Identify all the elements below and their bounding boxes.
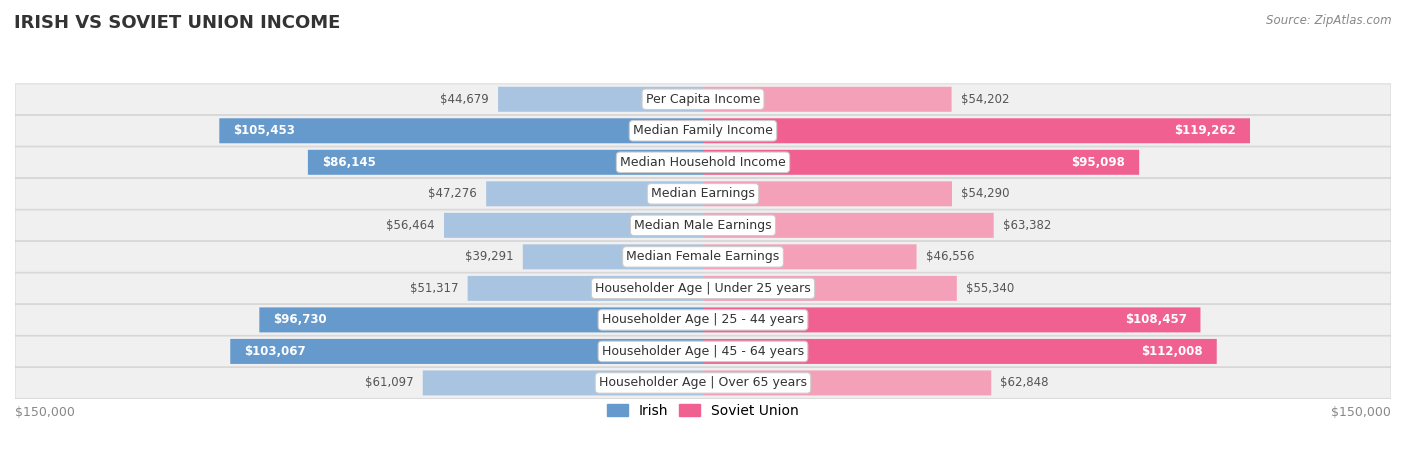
Text: $150,000: $150,000 — [15, 406, 75, 419]
FancyBboxPatch shape — [703, 213, 994, 238]
Text: Householder Age | Over 65 years: Householder Age | Over 65 years — [599, 376, 807, 389]
FancyBboxPatch shape — [15, 115, 1391, 146]
FancyBboxPatch shape — [703, 181, 952, 206]
FancyBboxPatch shape — [498, 87, 703, 112]
FancyBboxPatch shape — [15, 336, 1391, 367]
Text: $108,457: $108,457 — [1125, 313, 1187, 326]
FancyBboxPatch shape — [703, 118, 1250, 143]
FancyBboxPatch shape — [703, 150, 1139, 175]
FancyBboxPatch shape — [423, 370, 703, 396]
FancyBboxPatch shape — [15, 273, 1391, 304]
FancyBboxPatch shape — [231, 339, 703, 364]
Legend: Irish, Soviet Union: Irish, Soviet Union — [602, 398, 804, 423]
FancyBboxPatch shape — [219, 118, 703, 143]
Text: Per Capita Income: Per Capita Income — [645, 93, 761, 106]
Text: $62,848: $62,848 — [1001, 376, 1049, 389]
FancyBboxPatch shape — [703, 276, 957, 301]
Text: Householder Age | 25 - 44 years: Householder Age | 25 - 44 years — [602, 313, 804, 326]
Text: Householder Age | 45 - 64 years: Householder Age | 45 - 64 years — [602, 345, 804, 358]
FancyBboxPatch shape — [703, 339, 1216, 364]
FancyBboxPatch shape — [468, 276, 703, 301]
FancyBboxPatch shape — [15, 84, 1391, 114]
Text: $103,067: $103,067 — [245, 345, 305, 358]
Text: $47,276: $47,276 — [429, 187, 477, 200]
FancyBboxPatch shape — [703, 244, 917, 269]
Text: Median Household Income: Median Household Income — [620, 156, 786, 169]
FancyBboxPatch shape — [15, 304, 1391, 335]
FancyBboxPatch shape — [486, 181, 703, 206]
Text: Median Family Income: Median Family Income — [633, 124, 773, 137]
FancyBboxPatch shape — [444, 213, 703, 238]
Text: $150,000: $150,000 — [1331, 406, 1391, 419]
Text: Median Male Earnings: Median Male Earnings — [634, 219, 772, 232]
FancyBboxPatch shape — [259, 307, 703, 333]
Text: $55,340: $55,340 — [966, 282, 1014, 295]
Text: $119,262: $119,262 — [1174, 124, 1236, 137]
Text: $105,453: $105,453 — [233, 124, 295, 137]
FancyBboxPatch shape — [703, 307, 1201, 333]
Text: IRISH VS SOVIET UNION INCOME: IRISH VS SOVIET UNION INCOME — [14, 14, 340, 32]
Text: $96,730: $96,730 — [273, 313, 326, 326]
Text: $54,290: $54,290 — [962, 187, 1010, 200]
FancyBboxPatch shape — [15, 147, 1391, 177]
FancyBboxPatch shape — [15, 178, 1391, 209]
Text: $56,464: $56,464 — [387, 219, 434, 232]
Text: $61,097: $61,097 — [366, 376, 413, 389]
Text: Source: ZipAtlas.com: Source: ZipAtlas.com — [1267, 14, 1392, 27]
FancyBboxPatch shape — [15, 368, 1391, 398]
FancyBboxPatch shape — [703, 370, 991, 396]
Text: $54,202: $54,202 — [960, 93, 1010, 106]
Text: $44,679: $44,679 — [440, 93, 489, 106]
Text: $112,008: $112,008 — [1142, 345, 1204, 358]
FancyBboxPatch shape — [308, 150, 703, 175]
Text: $95,098: $95,098 — [1071, 156, 1125, 169]
FancyBboxPatch shape — [703, 87, 952, 112]
FancyBboxPatch shape — [15, 241, 1391, 272]
FancyBboxPatch shape — [15, 210, 1391, 241]
Text: $51,317: $51,317 — [411, 282, 458, 295]
Text: $86,145: $86,145 — [322, 156, 375, 169]
Text: $63,382: $63,382 — [1002, 219, 1052, 232]
Text: Householder Age | Under 25 years: Householder Age | Under 25 years — [595, 282, 811, 295]
Text: Median Earnings: Median Earnings — [651, 187, 755, 200]
Text: $46,556: $46,556 — [925, 250, 974, 263]
Text: Median Female Earnings: Median Female Earnings — [627, 250, 779, 263]
FancyBboxPatch shape — [523, 244, 703, 269]
Text: $39,291: $39,291 — [465, 250, 513, 263]
